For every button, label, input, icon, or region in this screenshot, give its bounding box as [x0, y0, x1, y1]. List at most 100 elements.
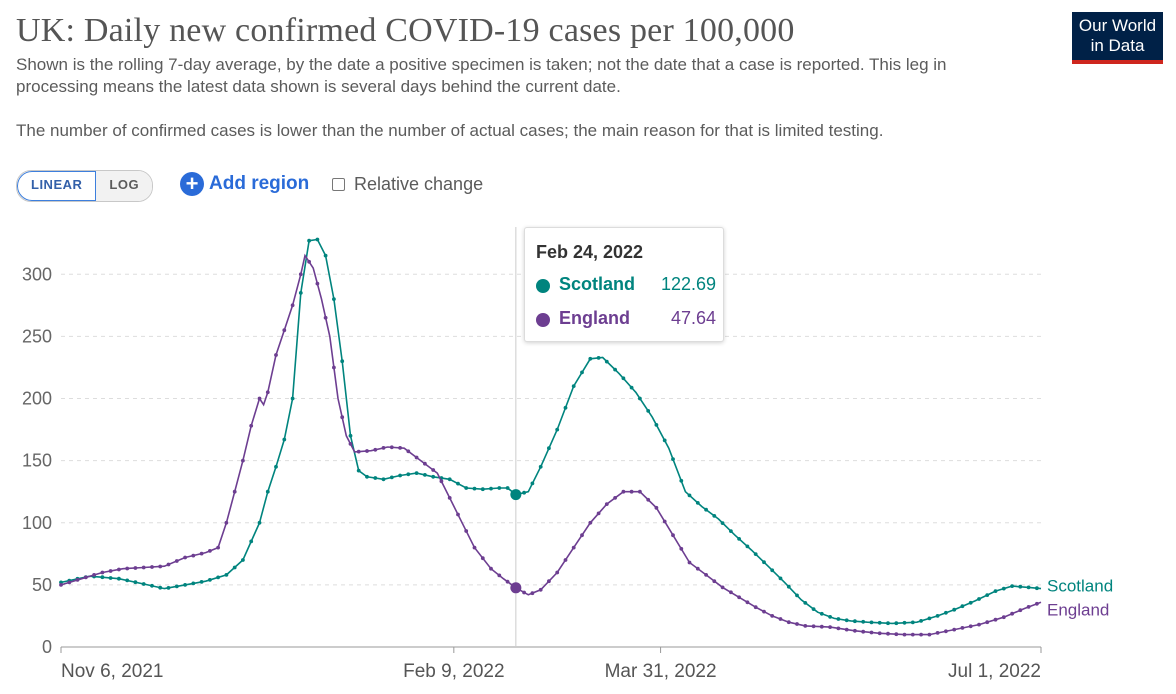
- england-point: [274, 353, 278, 357]
- scotland-point: [753, 552, 758, 556]
- england-point: [92, 573, 96, 577]
- scotland-point: [125, 578, 130, 583]
- scotland-point: [1026, 585, 1031, 590]
- england-point: [638, 489, 642, 494]
- scotland-point: [414, 471, 419, 475]
- scotland-point: [613, 367, 617, 372]
- england-point: [819, 624, 824, 629]
- tooltip-series-value: 47.64: [670, 308, 716, 328]
- scotland-point: [323, 253, 328, 258]
- scotland-point: [952, 607, 957, 612]
- scotland-point: [629, 385, 634, 390]
- relative-change-checkbox[interactable]: [332, 178, 345, 191]
- scotland-point: [232, 565, 237, 570]
- scotland-point: [150, 583, 154, 588]
- scotland-point: [340, 359, 345, 364]
- linear-scale-button[interactable]: LINEAR: [17, 171, 97, 201]
- scotland-point: [282, 437, 287, 442]
- y-tick-label: 0: [42, 637, 52, 657]
- england-point: [547, 579, 551, 584]
- england-point: [423, 461, 427, 466]
- scotland-point: [803, 601, 808, 605]
- subtitle-line-2: The number of confirmed cases is lower t…: [16, 121, 884, 140]
- scotland-point: [274, 464, 278, 469]
- y-tick-label: 250: [22, 326, 52, 346]
- scotland-point: [398, 473, 402, 478]
- x-tick-label: Mar 31, 2022: [605, 661, 717, 682]
- scotland-point: [307, 238, 311, 243]
- scotland-point: [538, 464, 543, 469]
- england-point: [224, 520, 229, 525]
- england-point: [505, 579, 510, 584]
- england-point: [398, 446, 402, 450]
- y-tick-label: 200: [22, 389, 52, 409]
- scotland-point: [745, 544, 750, 549]
- england-point: [166, 562, 171, 567]
- england-point: [141, 565, 146, 570]
- scotland-point: [158, 585, 163, 590]
- england-point: [695, 566, 700, 571]
- england-line: [60, 253, 1042, 636]
- england-point: [199, 551, 204, 556]
- england-point: [381, 446, 386, 450]
- england-point: [902, 632, 907, 637]
- england-point: [836, 626, 841, 631]
- england-point: [406, 449, 411, 454]
- scotland-point: [828, 615, 832, 619]
- england-point: [348, 442, 353, 446]
- england-point: [447, 496, 452, 500]
- england-point: [662, 519, 667, 524]
- scotland-point: [604, 359, 609, 364]
- england-point: [1001, 615, 1006, 620]
- scotland-point: [257, 520, 262, 525]
- scotland-point: [960, 604, 965, 609]
- scotland-point: [356, 468, 361, 473]
- england-point: [778, 617, 783, 621]
- scotland-point: [381, 477, 386, 482]
- scotland-point: [720, 521, 725, 525]
- y-tick-label: 50: [32, 575, 52, 595]
- scotland-point: [141, 582, 146, 586]
- scotland-series-label: Scotland: [1047, 577, 1113, 596]
- scotland-point: [770, 568, 775, 573]
- scotland-point: [199, 580, 204, 584]
- england-point: [100, 570, 105, 575]
- england-point: [257, 396, 262, 401]
- scotland-point: [191, 581, 196, 586]
- england-point: [910, 632, 915, 637]
- tooltip-series-name: Scotland: [559, 274, 636, 294]
- relative-change-toggle[interactable]: Relative change: [332, 174, 483, 195]
- tooltip-series-name: England: [559, 308, 630, 328]
- england-point: [646, 497, 651, 502]
- logo-line-1: Our World: [1078, 16, 1157, 35]
- add-region-button[interactable]: + Add region: [180, 172, 309, 196]
- scotland-point: [183, 583, 188, 587]
- england-point: [414, 455, 419, 460]
- scotland-point: [985, 593, 990, 597]
- log-scale-button[interactable]: LOG: [96, 171, 153, 201]
- england-point: [770, 614, 775, 618]
- scotland-point: [687, 493, 692, 498]
- scotland-point: [464, 486, 469, 490]
- england-point: [571, 545, 576, 550]
- owid-logo[interactable]: Our World in Data: [1072, 12, 1163, 64]
- england-point: [298, 272, 303, 277]
- y-tick-label: 150: [22, 451, 52, 471]
- england-point: [629, 489, 634, 494]
- scotland-point: [795, 593, 799, 598]
- england-point: [464, 529, 469, 533]
- england-point: [75, 578, 80, 582]
- relative-change-label: Relative change: [354, 174, 484, 194]
- scotland-point: [935, 614, 940, 618]
- england-point: [108, 569, 113, 573]
- england-point: [282, 328, 287, 333]
- england-point: [389, 445, 394, 450]
- scotland-point: [224, 573, 229, 577]
- scotland-point: [588, 356, 593, 361]
- scotland-point: [729, 529, 733, 533]
- tooltip-row-scotland: Scotland 122.69: [536, 274, 716, 298]
- scotland-point: [1010, 584, 1014, 588]
- england-point: [208, 549, 212, 553]
- england-series-label: England: [1047, 600, 1109, 619]
